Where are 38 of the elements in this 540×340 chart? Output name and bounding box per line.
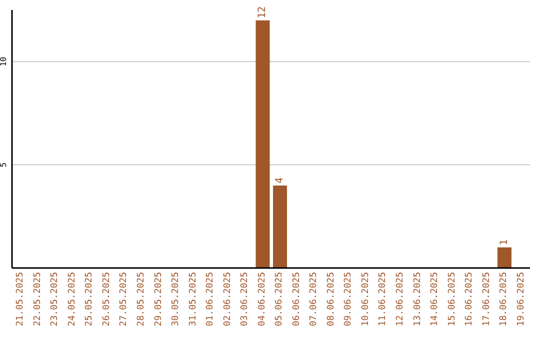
y-tick-label: 10	[0, 56, 8, 66]
x-tick-label: 01.06.2025	[206, 272, 216, 326]
data-label: 4	[274, 177, 286, 184]
x-tick-label: 02.06.2025	[222, 272, 233, 326]
x-tick-label: 06.06.2025	[292, 272, 302, 326]
bar	[256, 20, 270, 268]
x-tick-label: 05.06.2025	[274, 272, 285, 326]
x-tick-label: 22.05.2025	[32, 272, 43, 326]
x-tick-label: 14.06.2025	[430, 272, 440, 326]
x-tick-label: 07.06.2025	[309, 272, 320, 326]
x-tick-label: 25.05.2025	[84, 272, 95, 326]
x-tick-label: 13.06.2025	[412, 272, 423, 326]
x-tick-label: 15.06.2025	[447, 272, 458, 326]
x-tick-label: 23.05.2025	[50, 272, 60, 326]
x-tick-label: 04.06.2025	[257, 272, 268, 326]
x-tick-label: 08.06.2025	[326, 272, 336, 326]
data-label: 1	[498, 239, 510, 246]
x-tick-label: 19.06.2025	[516, 272, 526, 326]
x-tick-label: 26.05.2025	[102, 272, 112, 326]
x-tick-label: 21.05.2025	[16, 272, 26, 326]
x-tick-label: 16.06.2025	[464, 272, 475, 326]
x-tick-label: 31.05.2025	[188, 272, 198, 326]
x-tick-label: 28.05.2025	[136, 272, 146, 326]
x-tick-label: 12.06.2025	[396, 272, 406, 326]
x-tick-label: 30.05.2025	[171, 272, 182, 326]
bar	[497, 247, 512, 268]
x-tick-label: 24.05.2025	[67, 272, 78, 326]
x-tick-label: 10.06.2025	[360, 272, 371, 326]
x-tick-label: 29.05.2025	[154, 272, 164, 326]
bar	[273, 185, 287, 268]
x-tick-label: 11.06.2025	[378, 272, 388, 326]
x-tick-label: 09.06.2025	[344, 272, 354, 326]
x-tick-label: 03.06.2025	[240, 272, 250, 326]
y-tick-label: 5	[0, 162, 8, 168]
x-tick-label: 27.05.2025	[119, 272, 130, 326]
data-label: 12	[257, 6, 268, 18]
x-tick-label: 18.06.2025	[499, 272, 510, 326]
x-tick-label: 17.06.2025	[482, 272, 492, 326]
